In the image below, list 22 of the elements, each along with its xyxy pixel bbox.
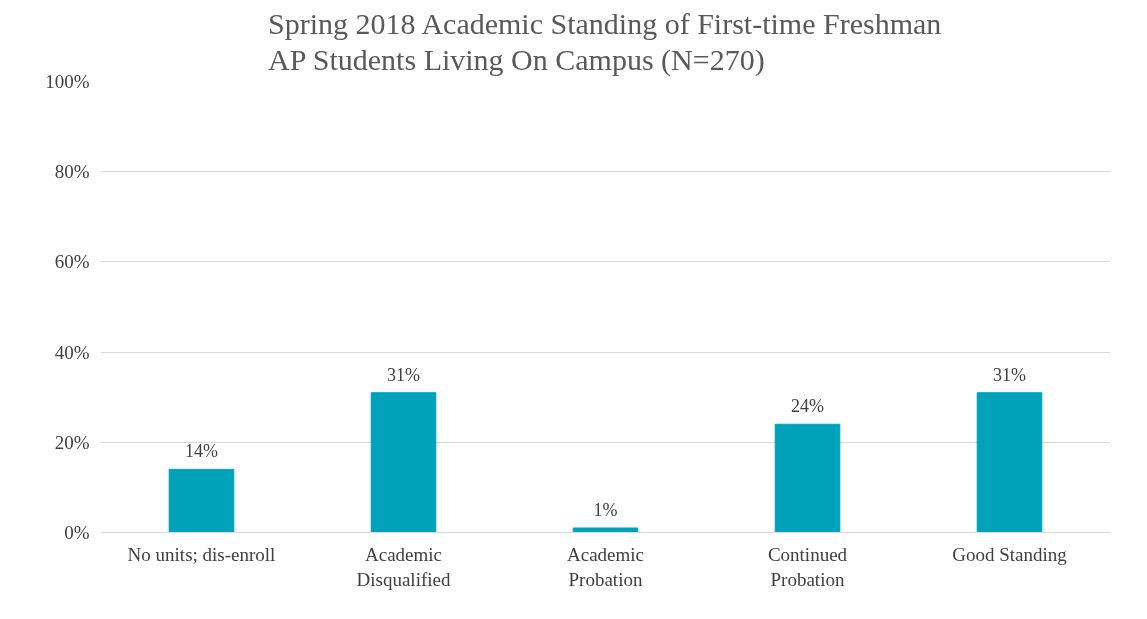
bar <box>774 423 841 533</box>
y-tick-label: 80% <box>54 161 90 183</box>
y-tick-label: 20% <box>54 431 90 453</box>
data-label: 31% <box>387 364 420 385</box>
y-tick-label: 60% <box>54 251 90 273</box>
chart-title: Spring 2018 Academic Standing of First-time Freshman AP Students Living On Campus (N=270) <box>268 7 942 78</box>
y-tick-label: 100% <box>45 71 90 92</box>
y-tick-label: 0% <box>64 522 90 543</box>
bar <box>168 468 235 533</box>
x-tick-label: No units; dis-enroll <box>127 543 276 565</box>
data-label: 24% <box>791 396 824 417</box>
x-tick-label: Academic Disqualified <box>356 543 451 590</box>
y-tick-label: 40% <box>54 341 90 363</box>
x-tick-label: Continued Probation <box>767 543 848 590</box>
bar <box>572 527 639 533</box>
x-tick-label: Good Standing <box>952 543 1068 565</box>
data-label: 31% <box>993 364 1026 385</box>
bar <box>370 392 437 533</box>
x-tick-label: Academic Probation <box>566 543 645 590</box>
bar <box>976 392 1043 533</box>
data-label: 1% <box>593 499 618 520</box>
data-label: 14% <box>185 441 218 462</box>
